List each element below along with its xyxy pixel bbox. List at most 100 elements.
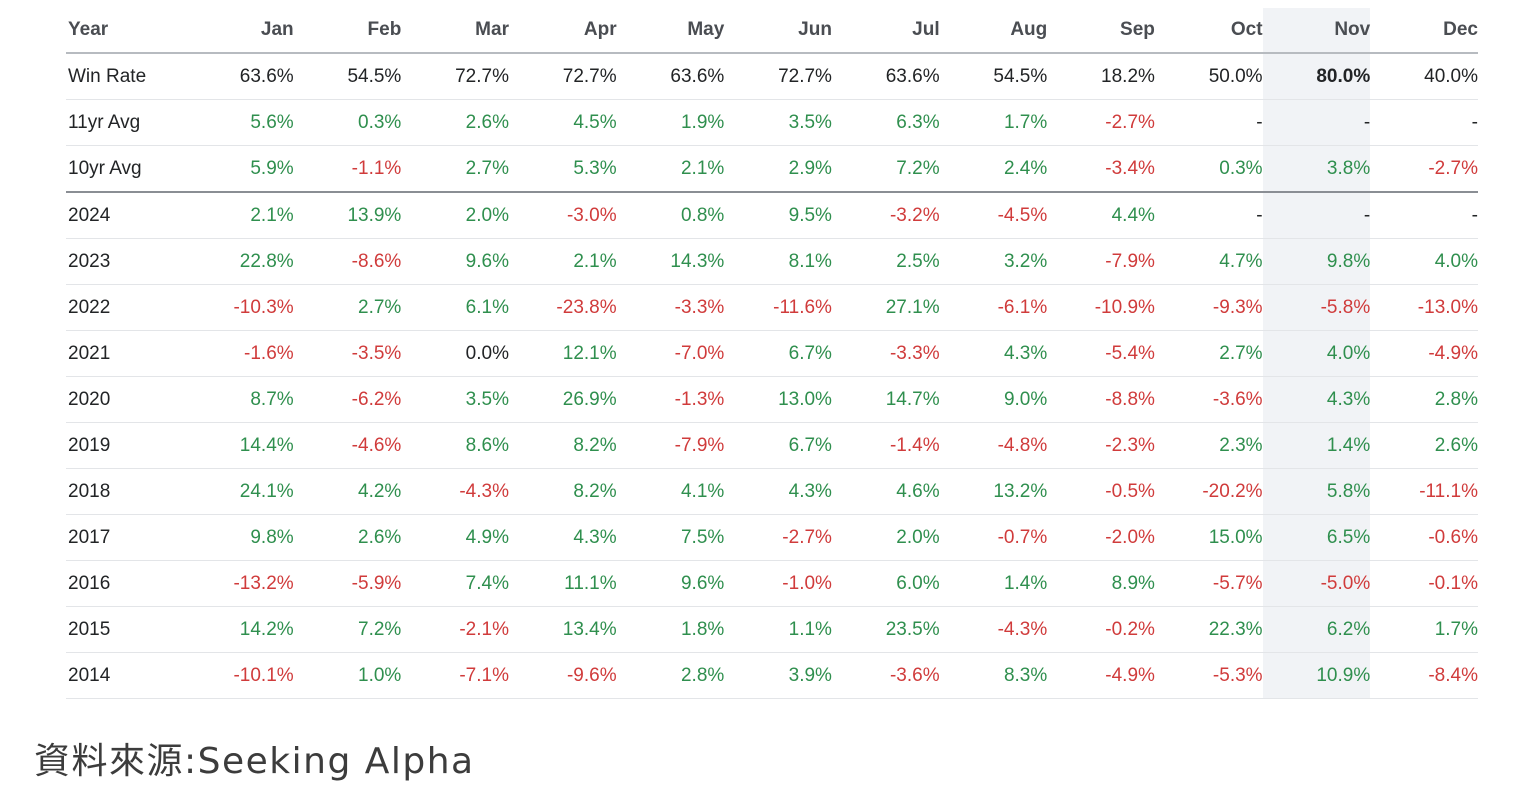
data-cell: 12.1% [508, 330, 617, 377]
data-cell: 13.0% [724, 376, 832, 423]
data-cell: 2.6% [401, 99, 509, 146]
data-cell: -2.7% [1047, 99, 1155, 146]
data-cell: 7.5% [616, 514, 725, 561]
data-cell: 23.5% [831, 606, 940, 653]
data-cell: 6.1% [401, 284, 509, 331]
column-header-apr[interactable]: Apr [508, 8, 617, 54]
data-cell: 3.9% [724, 652, 832, 699]
row-label: 2019 [66, 422, 186, 469]
data-cell: 14.4% [186, 422, 294, 469]
data-cell: -2.0% [1047, 514, 1155, 561]
row-label: 2021 [66, 330, 186, 377]
data-cell: 22.8% [186, 238, 294, 285]
data-cell: - [1154, 99, 1263, 146]
data-cell: -6.1% [939, 284, 1048, 331]
row-label: 2016 [66, 560, 186, 607]
data-cell: 8.3% [939, 652, 1048, 699]
data-cell: -8.6% [293, 238, 402, 285]
data-cell: -10.9% [1047, 284, 1155, 331]
column-header-nov[interactable]: Nov [1262, 8, 1371, 54]
data-cell: 2.9% [724, 145, 832, 193]
data-cell: 2.3% [1154, 422, 1263, 469]
data-cell: 1.1% [724, 606, 832, 653]
data-cell: 15.0% [1154, 514, 1263, 561]
data-cell: -3.6% [831, 652, 940, 699]
table-row: 2017 9.8% 2.6% 4.9% 4.3% 7.5% -2.7% 2.0% -0.7% -2… [66, 514, 1478, 561]
column-header-feb[interactable]: Feb [293, 8, 402, 54]
row-label: 2018 [66, 468, 186, 515]
data-cell: 27.1% [831, 284, 940, 331]
data-cell: 72.7% [724, 53, 832, 100]
column-header-year[interactable]: Year [66, 8, 186, 54]
column-header-may[interactable]: May [616, 8, 725, 54]
source-caption: 資料來源:Seeking Alpha [34, 741, 475, 782]
data-cell: - [1154, 192, 1263, 239]
data-cell: -0.7% [939, 514, 1048, 561]
data-cell: - [1370, 192, 1478, 239]
data-cell: 3.5% [401, 376, 509, 423]
table-row: 2022 -10.3% 2.7% 6.1% -23.8% -3.3% -11.6% 27.1%… [66, 284, 1478, 331]
data-cell: 8.9% [1047, 560, 1155, 607]
data-cell: -1.1% [293, 145, 402, 193]
row-label: 11yr Avg [66, 99, 186, 146]
data-cell: 63.6% [186, 53, 294, 100]
data-cell: 13.2% [939, 468, 1048, 515]
data-cell: 2.8% [616, 652, 725, 699]
data-cell: -4.8% [939, 422, 1048, 469]
data-cell: 9.8% [186, 514, 294, 561]
data-cell: -1.4% [831, 422, 940, 469]
data-cell: -7.9% [1047, 238, 1155, 285]
data-cell: 0.3% [293, 99, 402, 146]
data-cell: 13.4% [508, 606, 617, 653]
data-cell: -10.3% [186, 284, 294, 331]
seasonality-table-container: Year Jan Feb Mar Apr May Jun Jul Aug Sep Oct Nov Dec… [66, 8, 1478, 699]
data-cell: 6.5% [1262, 514, 1371, 561]
data-cell: 2.4% [939, 145, 1048, 193]
data-cell: -3.6% [1154, 376, 1263, 423]
data-cell: 9.8% [1262, 238, 1371, 285]
data-cell: 40.0% [1370, 53, 1478, 100]
data-cell: 4.3% [1262, 376, 1371, 423]
data-cell: 26.9% [508, 376, 617, 423]
column-header-jun[interactable]: Jun [724, 8, 832, 54]
data-cell: 1.8% [616, 606, 725, 653]
data-cell: - [1262, 99, 1371, 146]
column-header-dec[interactable]: Dec [1370, 8, 1478, 54]
column-header-aug[interactable]: Aug [939, 8, 1048, 54]
data-cell: 22.3% [1154, 606, 1263, 653]
data-cell: 8.7% [186, 376, 294, 423]
data-cell: 5.9% [186, 145, 294, 193]
data-cell: 0.0% [401, 330, 509, 377]
data-cell: - [1262, 192, 1371, 239]
data-cell: -1.0% [724, 560, 832, 607]
data-cell: -8.4% [1370, 652, 1478, 699]
column-header-oct[interactable]: Oct [1154, 8, 1263, 54]
data-cell: -5.9% [293, 560, 402, 607]
data-cell: -3.0% [508, 192, 617, 239]
data-cell: 4.3% [508, 514, 617, 561]
header-row: Year Jan Feb Mar Apr May Jun Jul Aug Sep Oct Nov Dec [66, 8, 1478, 54]
data-cell: 72.7% [508, 53, 617, 100]
column-header-jul[interactable]: Jul [831, 8, 940, 54]
data-cell: -7.9% [616, 422, 725, 469]
column-header-jan[interactable]: Jan [186, 8, 294, 54]
data-cell: -5.7% [1154, 560, 1263, 607]
data-cell: -3.3% [831, 330, 940, 377]
data-cell: -3.4% [1047, 145, 1155, 193]
data-cell: -13.0% [1370, 284, 1478, 331]
data-cell: -3.3% [616, 284, 725, 331]
data-cell: 9.6% [401, 238, 509, 285]
table-body: Win Rate 63.6% 54.5% 72.7% 72.7% 63.6% 72.7% 63… [66, 53, 1478, 699]
data-cell: 50.0% [1154, 53, 1263, 100]
data-cell: 2.7% [401, 145, 509, 193]
data-cell: 54.5% [939, 53, 1048, 100]
data-cell: 6.2% [1262, 606, 1371, 653]
column-header-mar[interactable]: Mar [401, 8, 509, 54]
column-header-sep[interactable]: Sep [1047, 8, 1155, 54]
data-cell: 0.3% [1154, 145, 1263, 193]
data-cell: 4.9% [401, 514, 509, 561]
table-row: 11yr Avg 5.6% 0.3% 2.6% 4.5% 1.9% 3.5% 6.3% 1.7%… [66, 99, 1478, 146]
data-cell: -8.8% [1047, 376, 1155, 423]
data-cell: -4.9% [1370, 330, 1478, 377]
data-cell: 8.2% [508, 468, 617, 515]
